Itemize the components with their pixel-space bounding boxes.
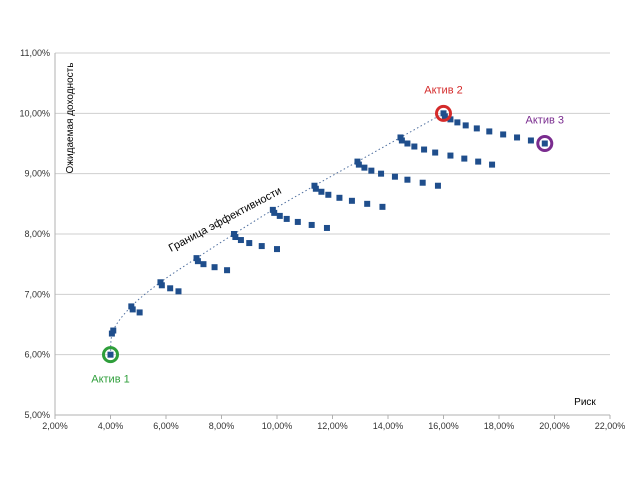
data-point — [454, 119, 461, 126]
x-tick-label: 2,00% — [42, 421, 68, 431]
data-point — [157, 279, 164, 286]
data-point — [283, 215, 290, 222]
data-point — [419, 179, 426, 186]
x-tick-label: 16,00% — [428, 421, 459, 431]
y-tick-label: 10,00% — [19, 108, 50, 118]
data-point — [411, 143, 418, 150]
y-tick-label: 11,00% — [20, 48, 50, 58]
data-point — [200, 261, 207, 268]
x-tick-label: 10,00% — [262, 421, 293, 431]
x-axis-title: Риск — [574, 397, 596, 408]
frontier-label: Граница эффективности — [167, 185, 284, 255]
data-point — [421, 146, 428, 153]
data-point — [432, 149, 439, 156]
data-point — [447, 152, 454, 159]
data-point — [354, 158, 361, 165]
data-point — [475, 158, 482, 165]
data-point — [158, 282, 165, 289]
x-tick-label: 22,00% — [595, 421, 626, 431]
data-point — [489, 161, 496, 168]
asset-label: Актив 3 — [526, 115, 564, 127]
asset-label: Актив 2 — [424, 84, 462, 96]
data-point — [355, 161, 362, 168]
data-point — [276, 212, 283, 219]
data-point — [167, 285, 174, 292]
data-point — [325, 191, 332, 198]
data-point — [514, 134, 521, 141]
x-tick-label: 18,00% — [484, 421, 515, 431]
data-point — [461, 155, 468, 162]
data-point — [434, 182, 441, 189]
data-point — [378, 170, 385, 177]
data-point — [175, 288, 182, 295]
asset-highlight-ring — [435, 104, 452, 122]
data-point — [473, 125, 480, 132]
data-point — [312, 185, 319, 192]
data-point — [404, 176, 411, 183]
data-point — [308, 221, 315, 228]
asset-highlight-ring — [536, 135, 554, 152]
data-point — [397, 134, 404, 141]
y-tick-label: 8,00% — [24, 229, 50, 239]
data-point — [447, 116, 454, 123]
data-point — [128, 303, 135, 310]
data-point — [441, 113, 448, 120]
data-point — [110, 327, 117, 334]
data-point — [364, 200, 371, 207]
data-point — [211, 264, 218, 271]
data-point — [440, 110, 447, 117]
data-point — [323, 224, 330, 231]
data-point — [129, 306, 136, 313]
data-point — [108, 330, 115, 337]
data-point — [224, 267, 231, 274]
y-tick-labels: 5,00% 6,00% 7,00% 8,00% 9,00% 10,00% 11,00% — [19, 48, 50, 420]
x-tick-label: 4,00% — [98, 421, 124, 431]
y-tick-label: 6,00% — [24, 350, 50, 360]
data-point — [258, 243, 265, 250]
data-point — [391, 173, 398, 180]
data-point — [500, 131, 507, 138]
data-point — [269, 206, 276, 213]
data-point — [336, 194, 343, 201]
x-tick-label: 6,00% — [153, 421, 179, 431]
y-tick-label: 7,00% — [24, 289, 50, 299]
data-point — [136, 309, 143, 316]
data-point — [318, 188, 325, 195]
data-point — [237, 237, 244, 244]
data-point — [294, 218, 301, 225]
data-point — [527, 137, 534, 144]
data-point — [232, 234, 239, 241]
data-point — [246, 240, 253, 247]
data-point — [311, 182, 318, 189]
data-point — [404, 140, 411, 147]
data-points — [107, 110, 548, 358]
asset-highlight-ring — [102, 346, 119, 364]
x-tick-labels: 2,00% 4,00% 6,00% 8,00% 10,00% 12,00% 14,00% 16… — [42, 415, 625, 431]
x-tick-label: 12,00% — [317, 421, 348, 431]
data-point — [541, 140, 548, 147]
data-point — [379, 203, 386, 210]
data-point — [230, 231, 237, 237]
y-axis-title: Ожидаемая доходность — [65, 63, 76, 174]
data-point — [107, 351, 114, 358]
data-point — [486, 128, 493, 135]
data-point — [193, 255, 200, 262]
data-point — [398, 137, 405, 144]
data-point — [348, 197, 355, 204]
asset-label: Актив 1 — [91, 374, 129, 386]
data-point — [368, 167, 375, 174]
y-tick-label: 9,00% — [24, 169, 50, 179]
data-point — [361, 164, 368, 171]
data-point — [462, 122, 469, 129]
data-point — [274, 246, 280, 253]
y-tick-label: 5,00% — [24, 410, 50, 420]
data-point — [271, 209, 278, 216]
x-tick-label: 8,00% — [209, 421, 235, 431]
data-point — [194, 258, 201, 265]
gridlines — [55, 52, 610, 416]
x-tick-label: 14,00% — [373, 421, 404, 431]
asset-annotations: Актив 1 Актив 2 Актив 3 — [91, 84, 564, 385]
x-tick-label: 20,00% — [539, 421, 570, 431]
